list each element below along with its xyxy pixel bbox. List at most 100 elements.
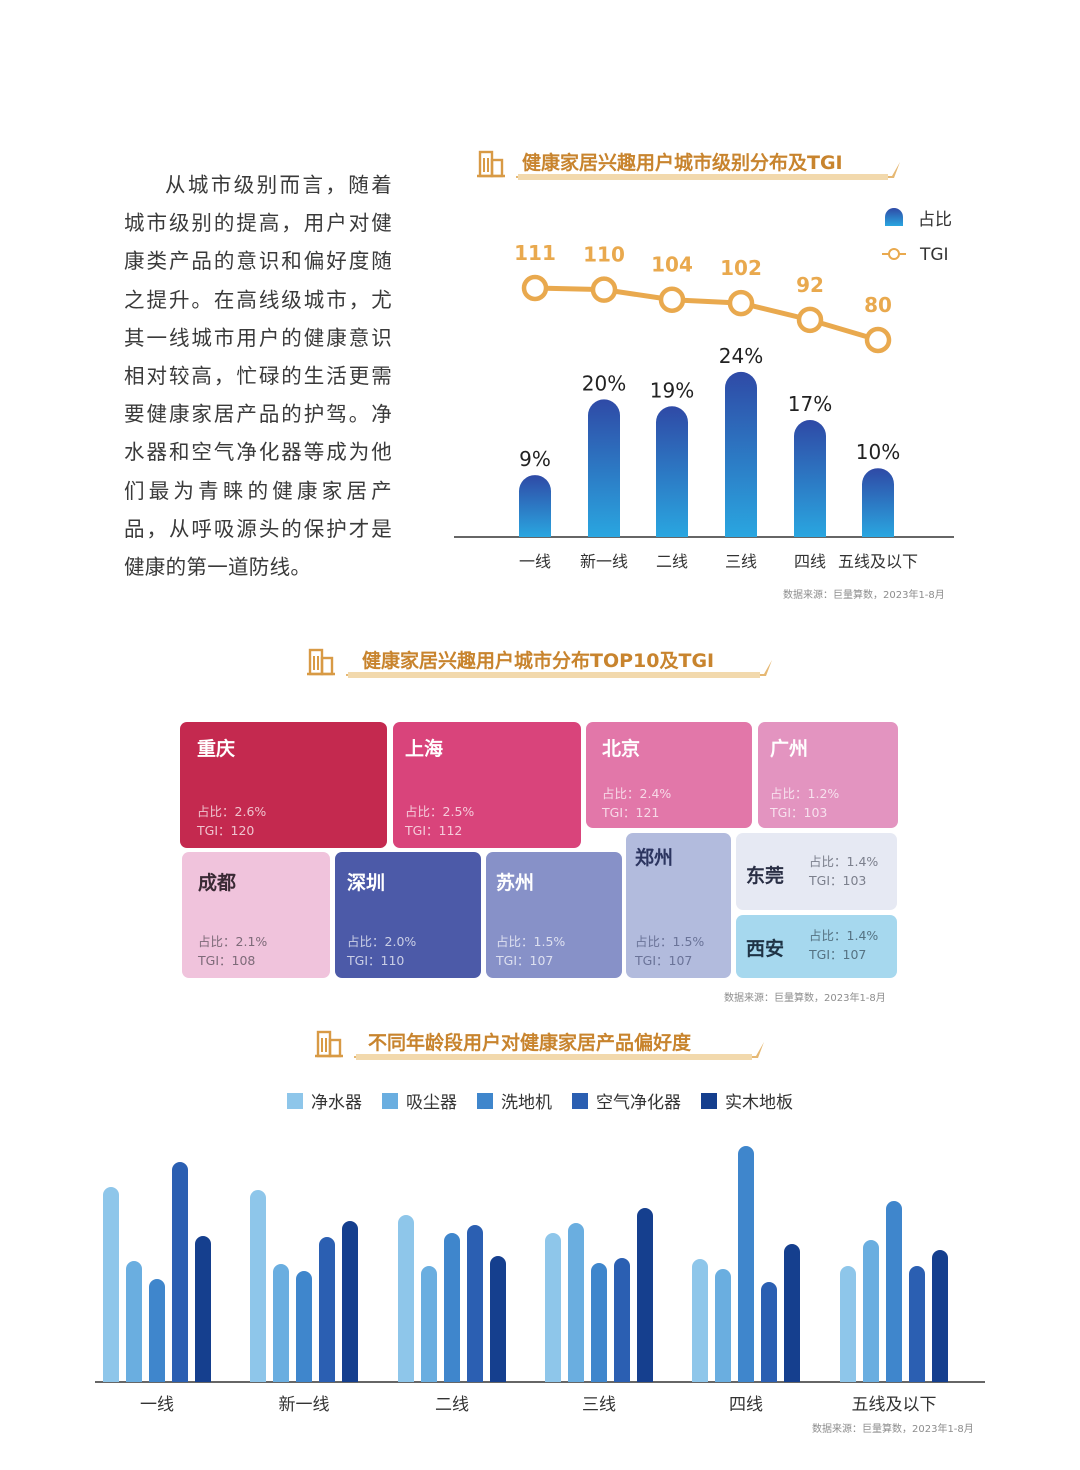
legend-label: 实木地板 <box>725 1093 793 1113</box>
section2-source: 数据来源：巨量算数，2023年1-8月 <box>724 993 886 1004</box>
legend-swatch <box>572 1092 588 1109</box>
legend-item: 洗地机 <box>477 1088 552 1113</box>
share-label: 20% <box>582 371 626 395</box>
tgi-label: 102 <box>720 256 762 280</box>
tile-chengdu: 成都 占比：2.1% TGI：108 <box>182 852 330 978</box>
preference-bar <box>784 1244 800 1382</box>
legend-item: 净水器 <box>287 1088 362 1113</box>
tile-stats: 占比：1.5% TGI：107 <box>496 934 566 968</box>
preference-bar <box>126 1261 142 1382</box>
tile-stats: 占比：2.0% TGI：110 <box>347 934 417 968</box>
legend-bar-icon <box>885 208 903 226</box>
intro-paragraph: 从城市级别而言，随着城市级别的提高，用户对健康类产品的意识和偏好度随之提升。在高… <box>124 173 392 580</box>
preference-bar <box>250 1190 266 1382</box>
tile-stats: 占比：2.1% TGI：108 <box>198 934 268 968</box>
category-label: 一线 <box>140 1395 174 1415</box>
tile-zhengzhou: 郑州 占比：1.5% TGI：107 <box>626 833 731 978</box>
preference-bar <box>444 1233 460 1382</box>
city-tier-chart: 9% 一线 20% 新一线 19% 二线 24% 三线 17% 四线 10% 五线及以下 111 110 1… <box>454 208 954 571</box>
category-label: 三线 <box>582 1395 616 1415</box>
tile-guangzhou: 广州 占比：1.2% TGI：103 <box>758 722 898 828</box>
preference-bar <box>296 1271 312 1382</box>
share-bar <box>794 420 826 537</box>
tile-stats: 占比：1.5% TGI：107 <box>635 934 705 968</box>
category-label: 新一线 <box>279 1395 330 1415</box>
legend-tgi-label: TGI <box>919 245 949 265</box>
preference-bar <box>932 1250 948 1382</box>
share-label: 19% <box>650 378 694 402</box>
legend-point-icon <box>888 248 900 260</box>
preference-bar <box>692 1259 708 1382</box>
tile-stats: 占比：1.2% TGI：103 <box>770 786 840 820</box>
tile-city-name: 西安 <box>746 938 785 960</box>
section1-header-decor <box>516 162 900 180</box>
legend-label: 空气净化器 <box>596 1093 681 1113</box>
share-bar <box>588 399 620 537</box>
tgi-point <box>658 286 686 313</box>
legend-swatch <box>477 1092 493 1109</box>
tile-stats: 占比：2.5% TGI：112 <box>405 804 475 838</box>
category-label: 四线 <box>794 552 826 571</box>
legend-item: 实木地板 <box>701 1088 793 1113</box>
tile-city-name: 苏州 <box>496 872 535 894</box>
preference-bar <box>342 1221 358 1382</box>
preference-bar <box>568 1223 584 1382</box>
tgi-point <box>521 274 549 302</box>
tile-city-name: 重庆 <box>197 738 236 760</box>
category-label: 新一线 <box>580 552 628 571</box>
tile-stats: 占比：2.4% TGI：121 <box>602 786 672 820</box>
tile-city-name: 成都 <box>198 872 237 894</box>
share-label: 24% <box>719 344 763 368</box>
city-treemap: 重庆 占比：2.6% TGI：120 上海 占比：2.5% TGI：112 北京… <box>180 722 900 980</box>
tile-stats: 占比：1.4% TGI：107 <box>809 928 879 962</box>
category-label: 五线及以下 <box>838 552 918 571</box>
preference-bar <box>909 1266 925 1382</box>
preference-bar <box>591 1263 607 1382</box>
share-bar <box>519 475 551 537</box>
tgi-label: 92 <box>796 273 824 297</box>
legend-item: 空气净化器 <box>572 1088 681 1113</box>
preference-bar <box>398 1215 414 1382</box>
preference-bar <box>637 1208 653 1382</box>
tile-stats: 占比：2.6% TGI：120 <box>197 804 267 838</box>
preference-bar <box>149 1279 165 1382</box>
legend-share-label: 占比 <box>918 210 952 230</box>
category-label: 二线 <box>656 552 688 571</box>
preference-bar <box>172 1162 188 1382</box>
legend-label: 洗地机 <box>501 1093 552 1113</box>
product-legend: 净水器 吸尘器 洗地机 空气净化器 实木地板 <box>0 1088 1080 1113</box>
preference-bar <box>863 1240 879 1382</box>
section1-header: 健康家居兴趣用户城市级别分布及TGI <box>474 146 904 182</box>
building-icon <box>307 648 335 676</box>
preference-bar <box>738 1146 754 1382</box>
preference-bar <box>490 1256 506 1382</box>
share-bar <box>725 371 757 537</box>
tgi-label: 80 <box>864 293 892 317</box>
preference-bar <box>840 1266 856 1382</box>
section1-source: 数据来源：巨量算数，2023年1-8月 <box>783 590 945 601</box>
preference-bar <box>273 1264 289 1382</box>
preference-bar <box>614 1258 630 1382</box>
tile-city-name: 北京 <box>602 738 641 760</box>
section3-title: 不同年龄段用户对健康家居产品偏好度 <box>368 1032 692 1054</box>
category-label: 三线 <box>725 552 757 571</box>
tgi-line <box>534 285 879 343</box>
category-label: 二线 <box>435 1395 469 1415</box>
tile-city-name: 广州 <box>770 738 809 760</box>
preference-bar <box>886 1201 902 1382</box>
tile-beijing: 北京 占比：2.4% TGI：121 <box>586 722 752 828</box>
legend-swatch <box>287 1092 303 1109</box>
tgi-point <box>864 326 892 354</box>
building-icon <box>477 150 505 178</box>
share-bar <box>862 468 894 537</box>
category-label: 五线及以下 <box>852 1395 937 1415</box>
tile-xian: 西安 占比：1.4% TGI：107 <box>736 915 897 978</box>
tile-dongguan: 东莞 占比：1.4% TGI：103 <box>736 833 897 910</box>
preference-bar <box>761 1282 777 1382</box>
tgi-point <box>796 306 824 334</box>
tile-city-name: 深圳 <box>347 872 386 894</box>
share-label: 17% <box>788 392 832 416</box>
preference-bar <box>715 1269 731 1382</box>
legend-swatch <box>701 1092 717 1109</box>
tile-city-name: 上海 <box>405 738 444 760</box>
